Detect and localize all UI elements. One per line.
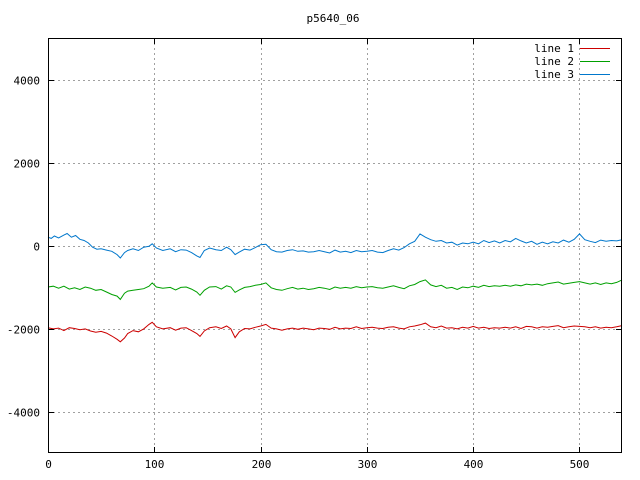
legend-label-2: line 2 xyxy=(534,55,574,68)
series-line-1 xyxy=(47,321,623,343)
series-layer xyxy=(47,232,623,343)
series-line-3 xyxy=(47,232,623,259)
legend-label-1: line 1 xyxy=(534,42,574,55)
plot-frame xyxy=(48,38,622,453)
y-tick-label: -2000 xyxy=(7,324,40,337)
axis-ticks: 0 100 200 300 400 500 -4000 -2000 0 2000 4000 xyxy=(7,38,622,471)
x-tick-label: 500 xyxy=(570,458,590,471)
legend-label-3: line 3 xyxy=(534,68,574,81)
x-tick-label: 300 xyxy=(358,458,378,471)
y-tick-label: 0 xyxy=(33,241,40,254)
x-tick-label: 400 xyxy=(464,458,484,471)
chart-title: p5640_06 xyxy=(307,12,360,25)
series-line-2 xyxy=(47,279,623,301)
y-tick-label: 4000 xyxy=(14,75,41,88)
x-tick-label: 0 xyxy=(45,458,52,471)
y-tick-label: 2000 xyxy=(14,158,41,171)
y-tick-label: -4000 xyxy=(7,407,40,420)
x-tick-label: 200 xyxy=(252,458,272,471)
grid xyxy=(48,38,622,453)
x-tick-label: 100 xyxy=(145,458,165,471)
